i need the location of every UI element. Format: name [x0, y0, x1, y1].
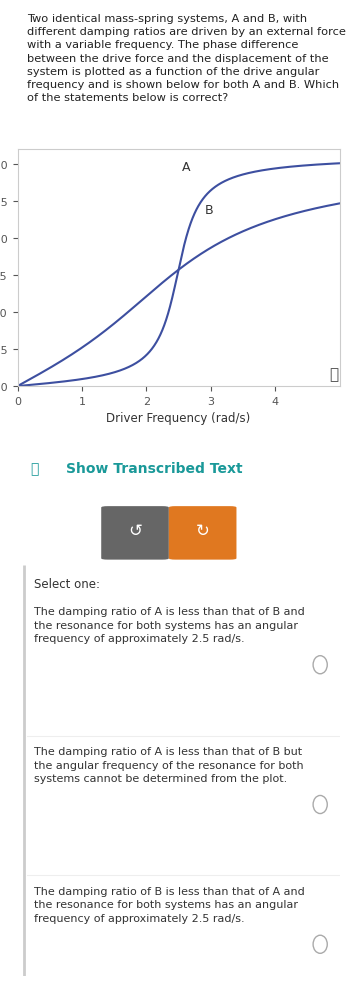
Text: The damping ratio of B is less than that of A and
the resonance for both systems: The damping ratio of B is less than that…	[34, 885, 305, 923]
Circle shape	[313, 656, 327, 674]
Text: ↻: ↻	[196, 522, 210, 539]
Circle shape	[313, 796, 327, 813]
Text: The damping ratio of A is less than that of B but
the angular frequency of the r: The damping ratio of A is less than that…	[34, 746, 303, 783]
Text: B: B	[204, 203, 213, 217]
Text: Show Transcribed Text: Show Transcribed Text	[66, 461, 243, 475]
Text: ↺: ↺	[128, 522, 142, 539]
X-axis label: Driver Frequency (rad/s): Driver Frequency (rad/s)	[106, 412, 251, 425]
Circle shape	[313, 936, 327, 953]
Text: 🔍: 🔍	[329, 367, 338, 382]
Text: 👁: 👁	[30, 461, 39, 475]
Text: Select one:: Select one:	[34, 578, 100, 591]
FancyBboxPatch shape	[101, 507, 169, 560]
Text: A: A	[182, 161, 190, 174]
Text: The damping ratio of A is less than that of B and
the resonance for both systems: The damping ratio of A is less than that…	[34, 606, 305, 644]
Text: Two identical mass-spring systems, A and B, with
different damping ratios are dr: Two identical mass-spring systems, A and…	[27, 14, 346, 104]
FancyBboxPatch shape	[169, 507, 237, 560]
